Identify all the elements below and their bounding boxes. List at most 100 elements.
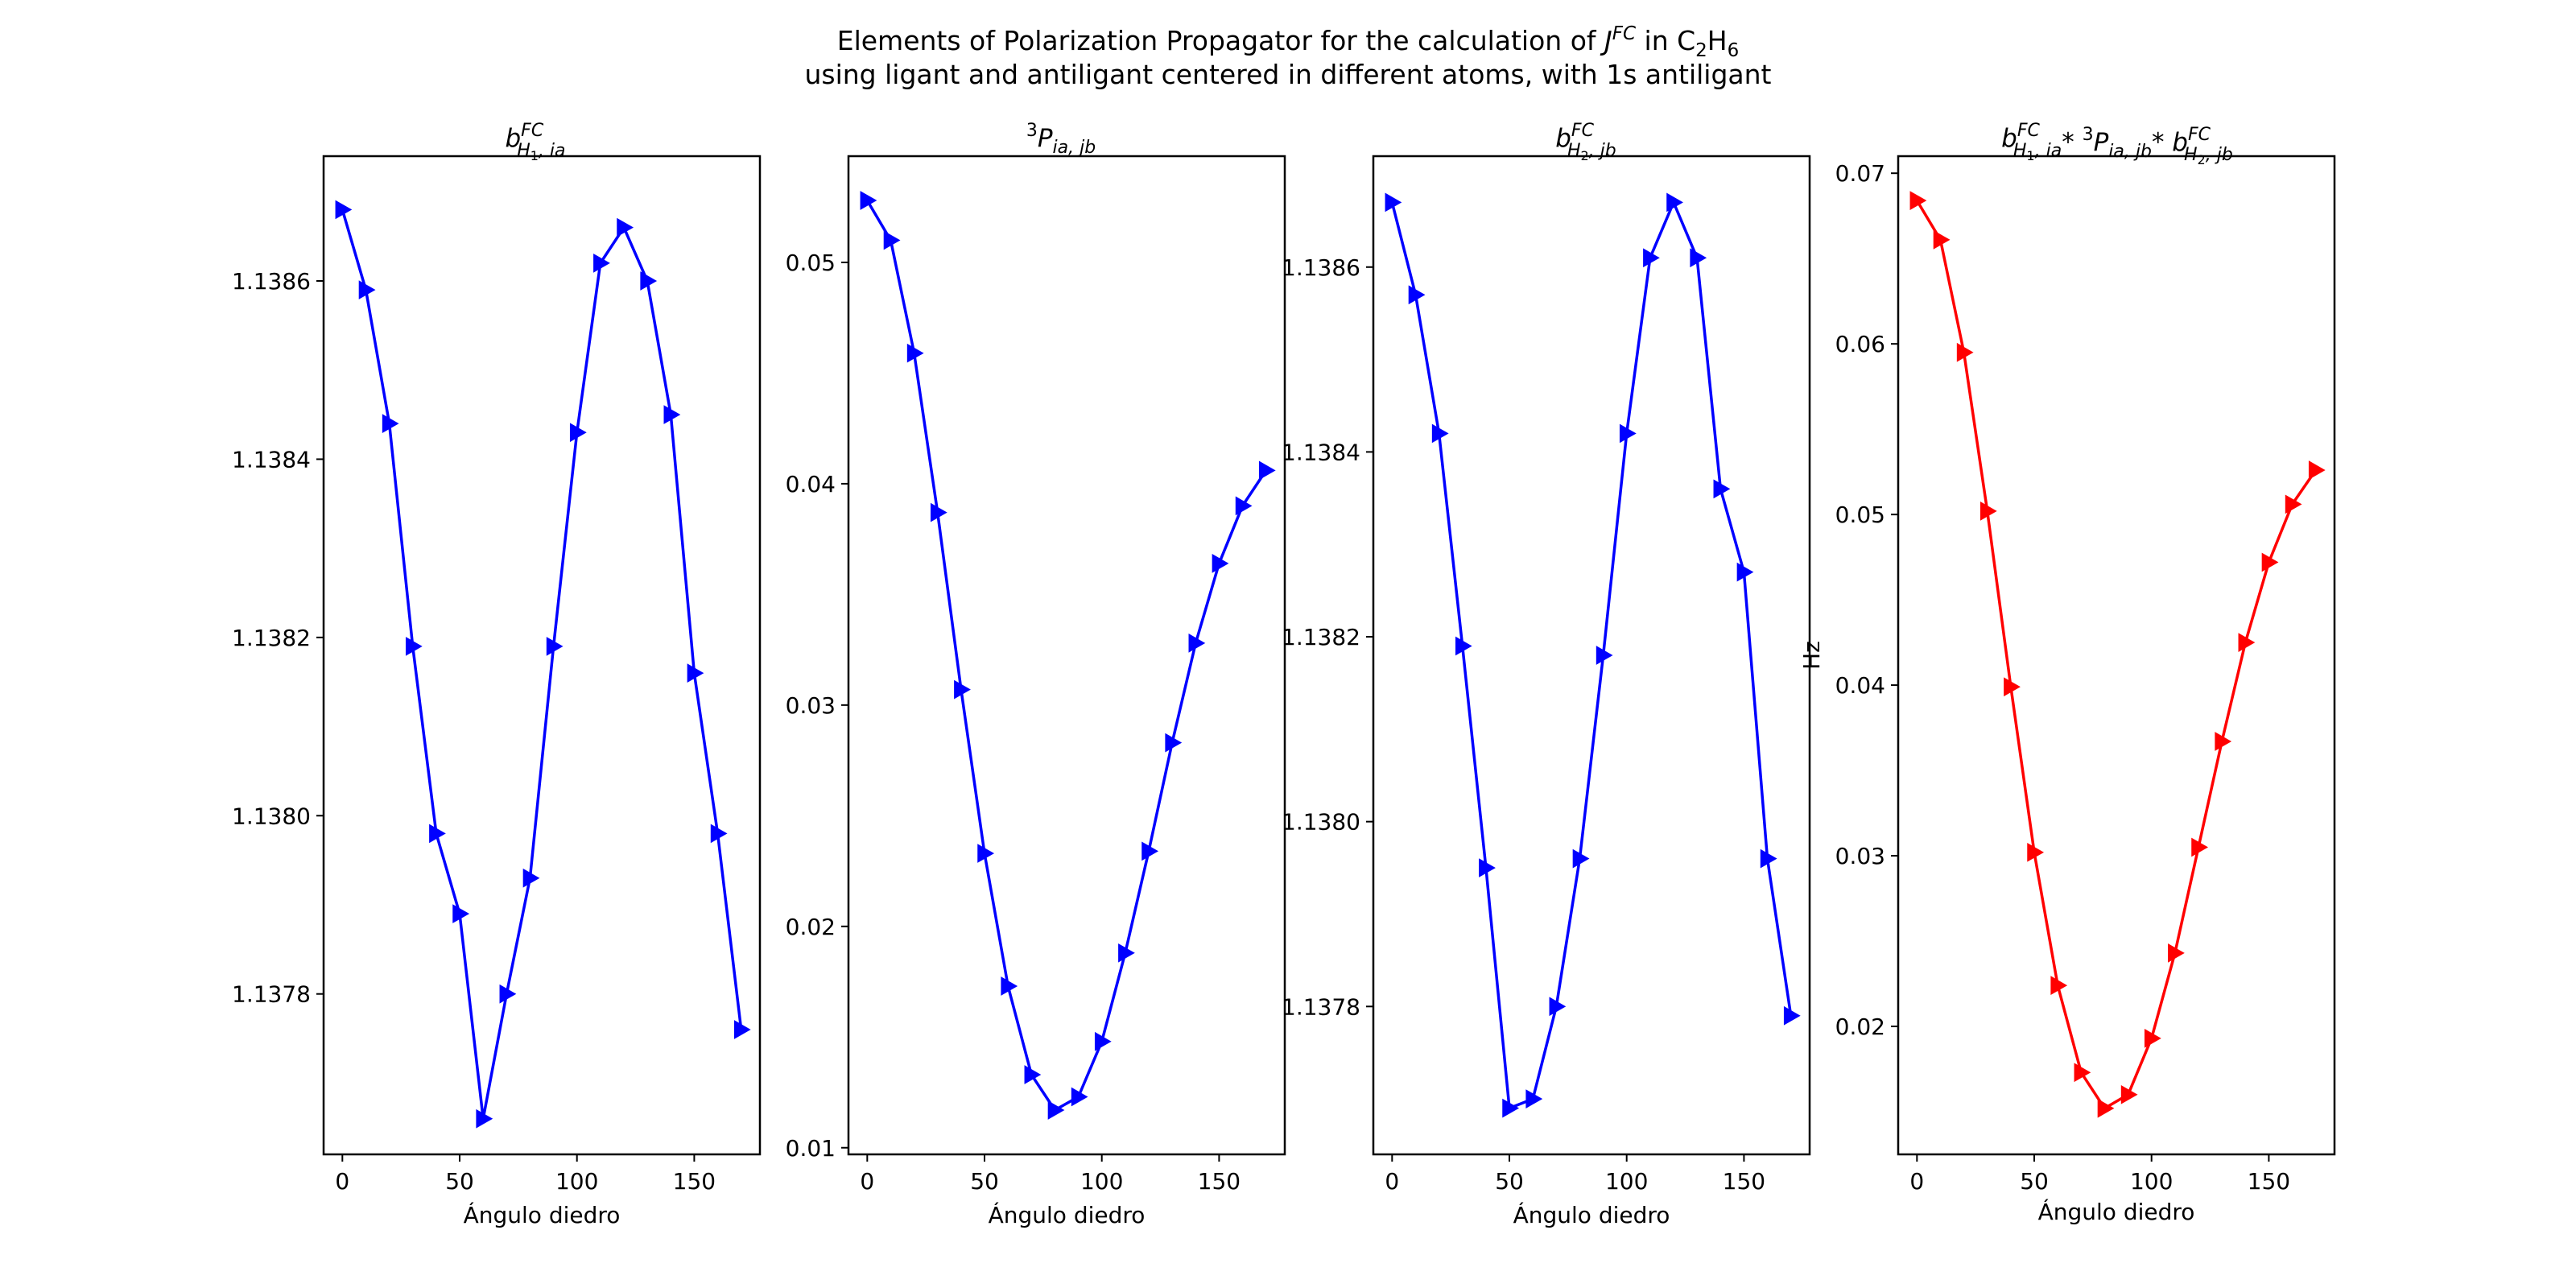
y-tick-label: 0.04 xyxy=(786,471,836,497)
data-point-marker xyxy=(1188,634,1206,653)
data-point-marker xyxy=(593,253,610,273)
y-tick-label: 0.07 xyxy=(1835,160,1885,187)
data-point-marker xyxy=(2144,1028,2161,1048)
x-tick-label: 150 xyxy=(1198,1168,1241,1195)
data-point-marker xyxy=(2238,633,2256,652)
data-point-marker xyxy=(546,637,564,656)
subplot-1-frame xyxy=(322,155,762,1156)
data-point-marker xyxy=(710,824,728,844)
y-tick-label: 1.1386 xyxy=(1282,254,1360,281)
data-point-marker xyxy=(452,904,470,923)
subplot-4-frame xyxy=(1897,155,2336,1156)
x-tick-label: 0 xyxy=(335,1168,349,1195)
y-tick-label: 1.1378 xyxy=(1282,993,1360,1020)
data-point-marker xyxy=(2168,943,2185,963)
data-point-marker xyxy=(687,663,704,683)
data-point-marker xyxy=(2050,976,2068,996)
data-point-marker xyxy=(2215,732,2232,751)
data-point-marker xyxy=(1094,1031,1112,1051)
data-point-marker xyxy=(1549,997,1567,1017)
data-point-marker xyxy=(860,191,877,210)
data-point-marker xyxy=(1141,841,1158,861)
data-point-marker xyxy=(1619,423,1637,444)
data-point-marker xyxy=(1502,1098,1520,1118)
data-point-marker xyxy=(733,1020,751,1039)
data-point-marker xyxy=(2191,837,2208,857)
data-point-marker xyxy=(1933,230,1951,250)
subplot-2-title: 3Pia, jb xyxy=(1026,121,1096,158)
x-tick-label: 100 xyxy=(555,1168,598,1195)
subplot-b-h2-jb: bFC H2, jb 0 50 100 1501.13781.13801.13821.1… xyxy=(1282,121,1811,1228)
data-point-marker xyxy=(1690,248,1707,268)
data-point-marker xyxy=(1572,848,1590,869)
y-tick-label: 1.1382 xyxy=(232,625,311,651)
series-line xyxy=(865,200,1268,1112)
data-point-marker xyxy=(1212,554,1229,573)
y-tick-label: 0.04 xyxy=(1835,672,1885,699)
data-point-marker xyxy=(569,423,587,443)
x-tick-label: 50 xyxy=(445,1168,474,1195)
data-point-marker xyxy=(1385,192,1402,213)
subplot-3p-ia-jb: 3Pia, jb 0 50 100 150 0.01 0.02 0.03 0.04 0.05 Á… xyxy=(786,121,1286,1228)
y-tick-label: 0.01 xyxy=(786,1135,836,1162)
subplot-1-title: bFC H1, ia xyxy=(505,121,565,163)
data-point-marker xyxy=(1071,1087,1088,1107)
subplot-4-series xyxy=(1909,191,2326,1118)
y-tick-label: 0.02 xyxy=(786,914,836,940)
data-point-marker xyxy=(522,868,540,888)
data-point-marker xyxy=(382,414,399,434)
subplot-2-frame xyxy=(847,155,1286,1156)
data-point-marker xyxy=(2004,677,2021,697)
subplot-2-ticks: 0 50 100 150 0.01 0.02 0.03 0.04 0.05 xyxy=(786,250,1241,1195)
subplot-4-ticks: 0 50 100 150 0.02 0.03 0.04 0.05 0.06 0.07 xyxy=(1835,160,2290,1195)
data-point-marker xyxy=(2027,842,2045,862)
subplot-3-frame xyxy=(1372,155,1811,1156)
subplot-b-h1-ia: bFC H1, ia 0 50 100 150 1.1378 1.1380 1.1382 1.1… xyxy=(232,121,762,1228)
data-point-marker xyxy=(1258,460,1276,481)
y-tick-label: 0.06 xyxy=(1835,331,1885,357)
y-tick-label: 1.1384 xyxy=(232,446,311,473)
data-point-marker xyxy=(2285,494,2302,514)
data-point-marker xyxy=(1118,943,1135,963)
series-line xyxy=(1915,200,2318,1110)
subplot-1-ticks: 0 50 100 150 1.1378 1.1380 1.1382 1.1384 1.1386 xyxy=(232,268,716,1195)
data-point-marker xyxy=(617,217,634,237)
y-tick-label: 1.1382 xyxy=(1282,624,1360,650)
x-tick-label: 100 xyxy=(1080,1168,1123,1195)
y-tick-label: 0.05 xyxy=(1835,502,1885,528)
subplot-4-xlabel: Ángulo diedro xyxy=(2038,1198,2195,1225)
y-tick-label: 1.1386 xyxy=(232,268,311,295)
subplot-2-xlabel: Ángulo diedro xyxy=(989,1201,1146,1228)
data-point-marker xyxy=(954,679,971,700)
data-point-marker xyxy=(1408,285,1426,305)
subplot-2-series xyxy=(860,191,1276,1120)
data-point-marker xyxy=(1666,192,1683,213)
data-point-marker xyxy=(1001,976,1018,996)
series-line xyxy=(341,208,743,1121)
data-point-marker xyxy=(335,200,353,220)
data-point-marker xyxy=(640,271,658,291)
data-point-marker xyxy=(1783,1005,1801,1026)
data-point-marker xyxy=(1596,646,1613,665)
subplot-3-series xyxy=(1385,192,1801,1118)
x-tick-label: 50 xyxy=(2020,1168,2049,1195)
data-point-marker xyxy=(1525,1089,1543,1108)
data-point-marker xyxy=(1760,848,1777,869)
subplot-1-series xyxy=(335,200,751,1129)
data-point-marker xyxy=(476,1108,493,1129)
data-point-marker xyxy=(1909,191,1927,210)
data-point-marker xyxy=(1979,502,1997,521)
x-tick-label: 150 xyxy=(673,1168,716,1195)
data-point-marker xyxy=(1956,342,1974,362)
data-point-marker xyxy=(1713,479,1731,499)
data-point-marker xyxy=(930,502,947,522)
y-tick-label: 1.1380 xyxy=(232,803,311,829)
data-point-marker xyxy=(883,230,901,250)
data-point-marker xyxy=(2261,552,2279,572)
data-point-marker xyxy=(1736,562,1754,582)
data-point-marker xyxy=(1047,1100,1065,1120)
data-point-marker xyxy=(977,844,995,863)
data-point-marker xyxy=(405,637,423,656)
data-point-marker xyxy=(1024,1065,1042,1084)
